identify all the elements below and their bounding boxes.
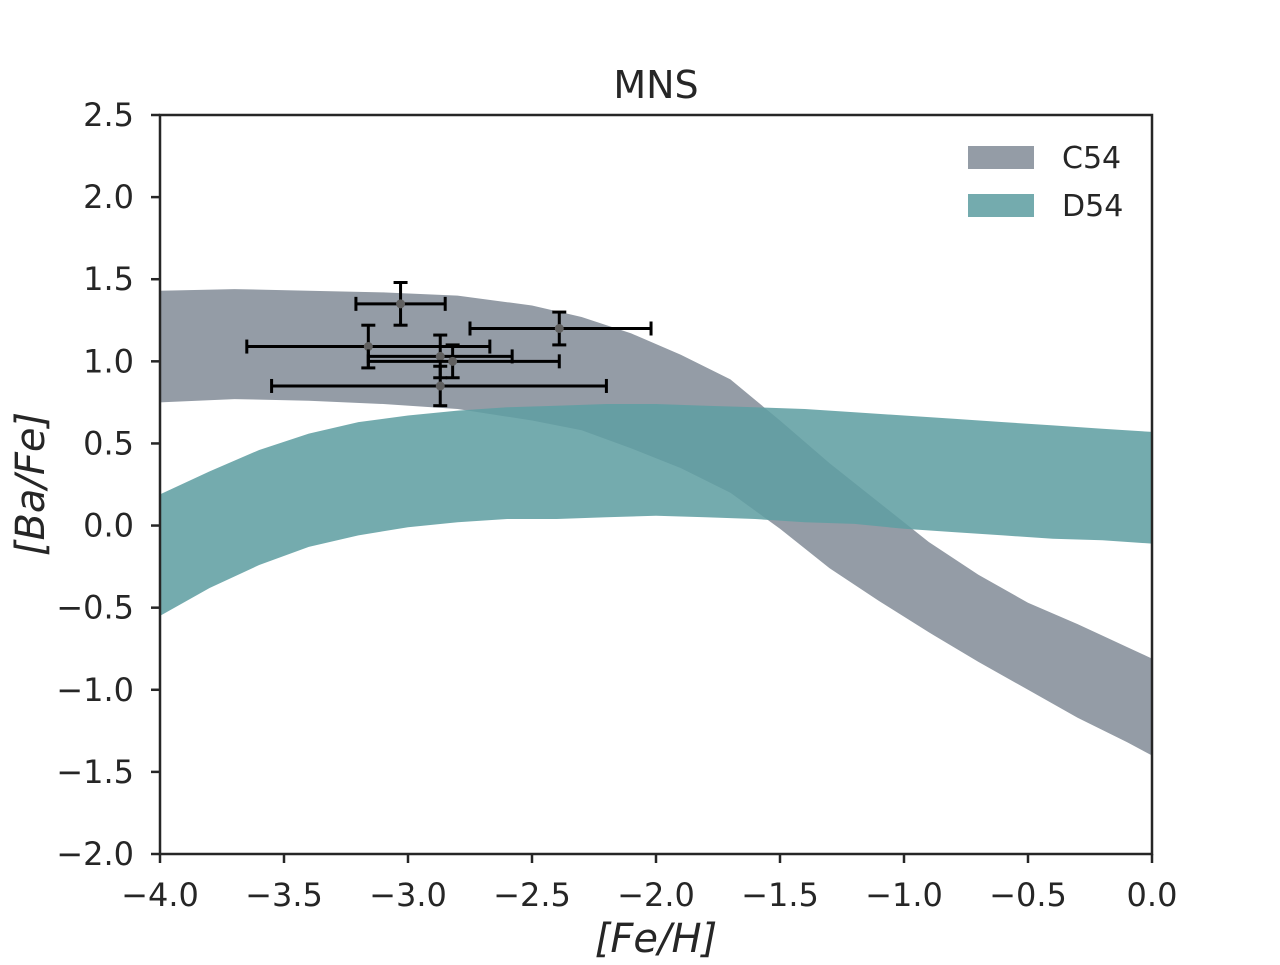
data-point-marker [448, 356, 458, 366]
x-tick-label: −3.0 [369, 876, 447, 914]
legend-label-c54: C54 [1062, 141, 1121, 176]
data-point-5 [366, 343, 561, 380]
x-tick-label: −3.5 [245, 876, 323, 914]
y-tick-label: 2.0 [83, 178, 134, 216]
x-tick-label: 0.0 [1127, 876, 1178, 914]
legend-label-d54: D54 [1062, 189, 1123, 224]
y-tick-label: 2.5 [83, 96, 134, 134]
y-tick-label: 1.5 [83, 260, 134, 298]
y-tick-label: 0.0 [83, 507, 134, 545]
data-point-1 [354, 281, 447, 327]
y-tick-label: −1.0 [56, 671, 134, 709]
legend-swatch-d54 [968, 194, 1034, 217]
data-point-3 [245, 323, 492, 370]
x-tick-label: −1.5 [741, 876, 819, 914]
data-point-6 [270, 364, 608, 408]
data-point-marker [435, 381, 445, 391]
legend-swatch-c54 [968, 146, 1034, 169]
data-point-marker [363, 342, 373, 352]
x-tick-label: −1.0 [865, 876, 943, 914]
y-tick-label: 0.5 [83, 424, 134, 462]
data-points [245, 281, 653, 408]
y-tick-label: 1.0 [83, 342, 134, 380]
y-axis-label: [Ba/Fe] [8, 412, 54, 556]
band-d54 [160, 404, 1152, 616]
band-c54 [160, 289, 1152, 756]
uncertainty-bands [160, 289, 1152, 756]
y-tick-label: −2.0 [56, 835, 134, 873]
x-axis-label: [Fe/H] [595, 916, 717, 960]
y-tick-label: −0.5 [56, 589, 134, 627]
legend: C54 D54 [968, 141, 1123, 224]
x-tick-label: −2.5 [493, 876, 571, 914]
y-tick-label: −1.5 [56, 753, 134, 791]
y-axis-ticks: 2.5 2.0 1.5 1.0 0.5 0.0 −0.5 −1.0 −1.5 −2.0 [56, 96, 160, 873]
data-point-2 [468, 310, 653, 347]
x-tick-label: −0.5 [989, 876, 1067, 914]
data-point-marker [435, 351, 445, 361]
x-tick-label: −4.0 [121, 876, 199, 914]
chart-title: MNS [613, 63, 698, 107]
data-point-marker [396, 299, 406, 309]
x-tick-label: −2.0 [617, 876, 695, 914]
x-axis-ticks: −4.0 −3.5 −3.0 −2.5 −2.0 −1.5 −1.0 −0.5 0.0 [121, 854, 1177, 914]
data-point-marker [554, 323, 564, 333]
